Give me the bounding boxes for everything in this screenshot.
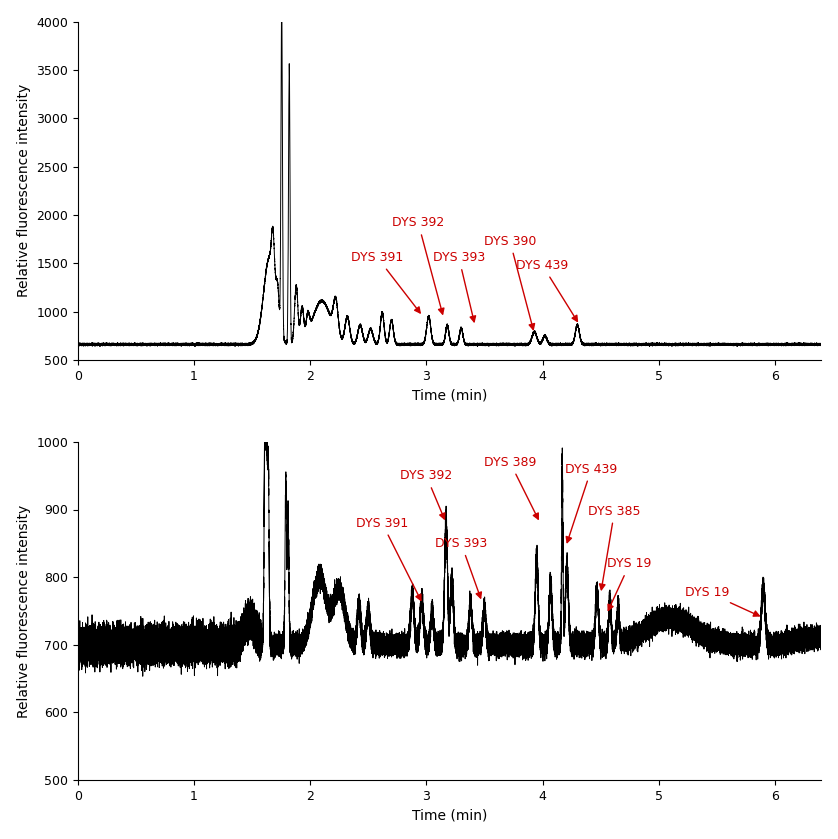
Text: DYS 393: DYS 393: [432, 251, 485, 322]
Text: DYS 385: DYS 385: [588, 504, 641, 590]
X-axis label: Time (min): Time (min): [412, 388, 487, 402]
Text: DYS 19: DYS 19: [685, 586, 759, 616]
X-axis label: Time (min): Time (min): [412, 808, 487, 822]
Text: DYS 393: DYS 393: [435, 537, 488, 598]
Text: DYS 392: DYS 392: [392, 216, 444, 314]
Y-axis label: Relative fluorescence intensity: Relative fluorescence intensity: [17, 504, 31, 717]
Y-axis label: Relative fluorescence intensity: Relative fluorescence intensity: [17, 84, 31, 297]
Text: DYS 439: DYS 439: [516, 259, 577, 321]
Text: DYS 389: DYS 389: [484, 456, 538, 519]
Text: DYS 390: DYS 390: [484, 235, 536, 330]
Text: DYS 391: DYS 391: [351, 251, 420, 313]
Text: DYS 391: DYS 391: [356, 517, 421, 601]
Text: DYS 392: DYS 392: [401, 470, 453, 519]
Text: DYS 439: DYS 439: [565, 462, 618, 543]
Text: DYS 19: DYS 19: [608, 557, 652, 611]
